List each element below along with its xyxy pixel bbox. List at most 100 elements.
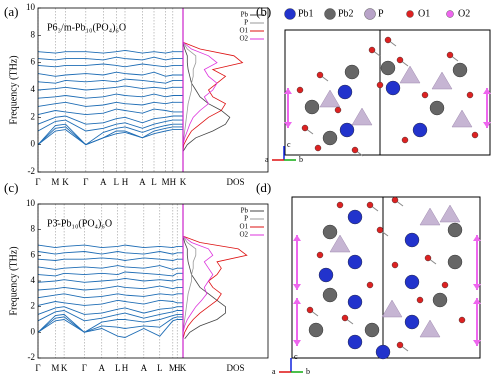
phonon-band bbox=[37, 71, 183, 77]
x-tick-label: A bbox=[99, 363, 106, 373]
dos-label: DOS bbox=[226, 363, 244, 373]
atom bbox=[366, 281, 374, 289]
dos-curve bbox=[182, 42, 231, 152]
y-tick-label: 4 bbox=[31, 84, 36, 94]
atom bbox=[351, 146, 359, 154]
atom bbox=[347, 254, 363, 270]
atom bbox=[347, 334, 363, 350]
y-tick-label: 4 bbox=[31, 275, 36, 285]
compound-label: P3̄-Pb₁₀(PO₄)₆O bbox=[47, 218, 112, 229]
atom bbox=[314, 144, 322, 152]
x-tick-label: L bbox=[115, 363, 121, 373]
arrow-head bbox=[293, 235, 301, 290]
phonon-band bbox=[37, 126, 183, 146]
x-tick-label: Γ bbox=[83, 177, 88, 187]
x-tick-label: H bbox=[170, 177, 177, 187]
y-tick-label: 2 bbox=[31, 111, 36, 121]
dos-label: DOS bbox=[226, 177, 244, 187]
x-tick-label: K bbox=[180, 363, 187, 373]
atom bbox=[447, 254, 463, 270]
phonon-band bbox=[37, 316, 183, 333]
dos-curve bbox=[182, 235, 214, 339]
atom bbox=[304, 99, 320, 115]
panel-label: (d) bbox=[256, 180, 271, 195]
atom bbox=[471, 131, 479, 139]
y-axis-label: Frequency (THz) bbox=[8, 246, 19, 315]
phonon-band bbox=[37, 119, 183, 132]
y-tick-label: 0 bbox=[31, 326, 36, 336]
panel-label: (a) bbox=[4, 4, 18, 19]
phonon-band bbox=[37, 299, 183, 306]
panel-label: (b) bbox=[256, 4, 271, 19]
x-tick-label: M bbox=[162, 177, 170, 187]
atom bbox=[384, 36, 392, 44]
legend-label: O1 bbox=[239, 223, 248, 231]
phonon-band bbox=[37, 244, 183, 249]
atom bbox=[421, 91, 429, 99]
phonon-band bbox=[37, 265, 183, 270]
atom bbox=[339, 122, 355, 138]
atom bbox=[318, 267, 334, 283]
atom bbox=[458, 316, 466, 324]
x-tick-label: M bbox=[51, 363, 59, 373]
phonon-band bbox=[37, 78, 183, 84]
legend-label: O1 bbox=[418, 8, 430, 19]
po4-tetrahedron bbox=[451, 109, 473, 128]
dos-curve bbox=[182, 235, 226, 340]
legend-label: O2 bbox=[239, 231, 248, 239]
po4-tetrahedron bbox=[419, 207, 441, 226]
axis-letter: a bbox=[265, 155, 269, 164]
atom bbox=[316, 71, 324, 79]
atom bbox=[308, 322, 324, 338]
atom bbox=[391, 196, 399, 204]
atom bbox=[368, 46, 376, 54]
atom bbox=[366, 201, 374, 209]
x-tick-label: K bbox=[180, 177, 187, 187]
phonon-band bbox=[37, 93, 183, 99]
atom bbox=[296, 86, 304, 94]
y-tick-label: 6 bbox=[31, 57, 36, 67]
panel-label: (c) bbox=[4, 180, 18, 195]
dos-curve bbox=[182, 41, 218, 152]
legend-label: O2 bbox=[458, 8, 470, 19]
legend-atom bbox=[284, 8, 296, 20]
y-tick-label: 0 bbox=[31, 139, 36, 149]
phonon-band bbox=[37, 115, 183, 125]
atom bbox=[404, 274, 420, 290]
y-tick-label: -2 bbox=[28, 166, 36, 176]
atom bbox=[306, 306, 314, 314]
y-tick-label: 6 bbox=[31, 249, 36, 259]
atom bbox=[446, 51, 454, 59]
legend-label: Pb2 bbox=[338, 8, 354, 19]
legend-atom bbox=[406, 10, 414, 18]
po4-tetrahedron bbox=[439, 204, 461, 223]
phonon-band bbox=[37, 310, 183, 322]
phonon-band bbox=[37, 56, 183, 61]
dos-curve bbox=[182, 41, 197, 152]
phonon-band bbox=[37, 85, 183, 91]
po4-tetrahedron bbox=[399, 65, 421, 84]
atom bbox=[336, 201, 344, 209]
po4-tetrahedron bbox=[431, 71, 453, 90]
x-tick-label: A bbox=[139, 177, 146, 187]
x-tick-label: L bbox=[114, 177, 120, 187]
y-tick-label: 8 bbox=[31, 224, 36, 234]
atom bbox=[334, 106, 342, 114]
legend-label: Pb bbox=[241, 11, 249, 19]
phonon-band bbox=[37, 285, 183, 291]
legend-label: O2 bbox=[239, 35, 248, 43]
phonon-band bbox=[37, 49, 183, 54]
axis-letter: b bbox=[299, 155, 303, 164]
atom bbox=[401, 136, 409, 144]
atom bbox=[322, 130, 338, 146]
axis-letter: c bbox=[287, 140, 291, 149]
legend-atom bbox=[446, 10, 454, 18]
legend-label: Pb1 bbox=[298, 8, 314, 19]
phonon-band bbox=[37, 313, 183, 333]
plot-frame bbox=[37, 203, 269, 359]
y-tick-label: 8 bbox=[31, 29, 36, 39]
atom bbox=[404, 314, 420, 330]
atom bbox=[344, 64, 360, 80]
